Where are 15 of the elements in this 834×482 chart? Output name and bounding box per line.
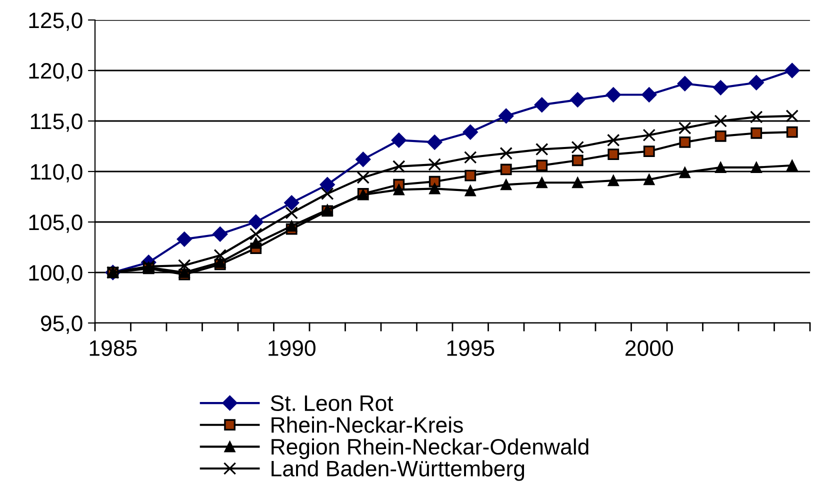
legend-label: Land Baden-Württemberg	[272, 460, 524, 481]
legend-label: St. Leon Rot	[270, 395, 394, 412]
y-tick-label: 95,0	[40, 316, 82, 334]
x-tick-label: 2000	[626, 340, 673, 356]
y-tick-label: 100,0	[29, 265, 82, 284]
y-tick-label: 125,0	[29, 12, 82, 31]
x-tick-label: 1990	[268, 340, 316, 356]
y-tick-label: 120,0	[29, 63, 82, 82]
x-tick-label: 1995	[447, 340, 494, 356]
y-tick-label: 105,0	[29, 214, 82, 233]
x-tick-label: 1985	[90, 340, 137, 356]
y-tick-label: 110,0	[30, 164, 82, 182]
legend-label: Region Rhein-Neckar-Odenwald	[272, 438, 588, 460]
y-tick-label: 115,0	[30, 114, 82, 132]
legend-label: Rhein-Neckar-Kreis	[272, 416, 463, 433]
